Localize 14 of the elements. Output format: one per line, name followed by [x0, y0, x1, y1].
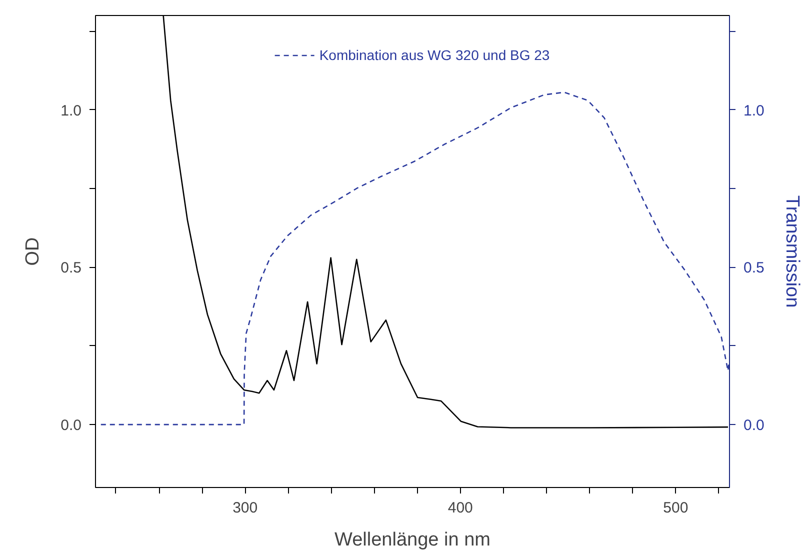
legend-label: Kombination aus WG 320 und BG 23: [319, 47, 550, 63]
x-tick-label: 300: [232, 500, 258, 516]
y-axis-title: OD: [22, 237, 44, 266]
y2-tick-label: 1.0: [744, 102, 764, 120]
x-axis-title: Wellenlänge in nm: [334, 530, 490, 550]
y2-axis-title: Transmission: [781, 195, 802, 308]
y-tick-label: 0.5: [60, 260, 82, 277]
x-tick-label: 400: [448, 500, 473, 516]
y2-tick-label: 0.5: [744, 260, 764, 277]
y2-tick-label: 0.0: [744, 417, 764, 434]
y-tick-label: 0.0: [60, 417, 82, 434]
line-series: [100, 92, 730, 426]
y-tick-label: 1.0: [60, 102, 82, 120]
x-tick-label: 500: [663, 500, 688, 516]
